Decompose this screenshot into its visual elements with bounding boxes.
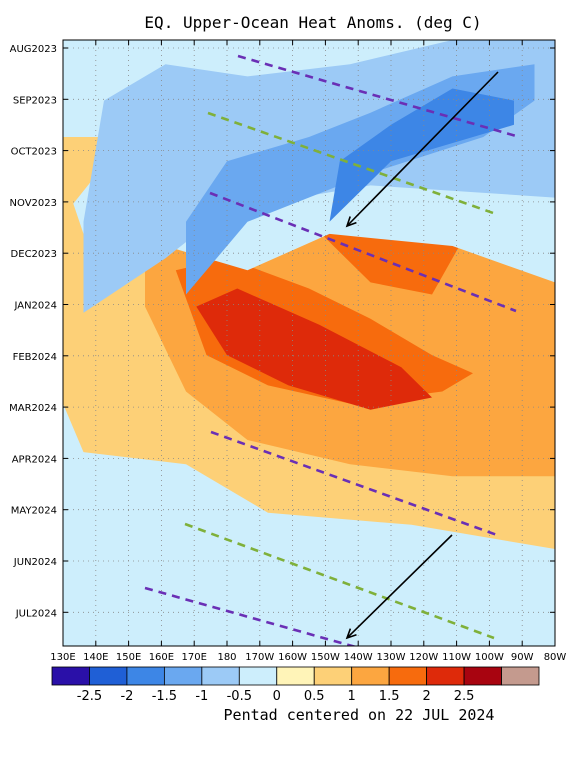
x-tick-label: 130E xyxy=(50,652,75,663)
colorbar-swatch xyxy=(89,666,128,686)
arrow-head xyxy=(345,628,357,640)
x-tick-label: 140E xyxy=(83,652,108,663)
colorbar-label: 1.5 xyxy=(379,689,400,704)
y-tick-label: OCT2023 xyxy=(11,147,57,158)
anomaly-field xyxy=(63,40,555,549)
x-tick-label: 100W xyxy=(475,652,504,663)
x-tick-label: 180 xyxy=(217,652,236,663)
colorbar-swatch xyxy=(388,666,428,686)
y-tick-label: SEP2023 xyxy=(13,95,57,106)
propagation-dashed-line xyxy=(207,111,497,216)
colorbar-swatch xyxy=(426,666,465,686)
y-tick-label: APR2024 xyxy=(12,454,57,465)
propagation-lines xyxy=(144,54,517,646)
y-tick-label: DEC2023 xyxy=(11,249,57,260)
colorbar-swatch xyxy=(313,666,353,686)
plot-frame xyxy=(62,39,556,647)
arrow-head xyxy=(345,216,357,228)
y-tick-label: FEB2024 xyxy=(13,352,57,363)
x-tick-label: 160W xyxy=(278,652,307,663)
x-tick-label: 170E xyxy=(181,652,206,663)
x-tick-label: 90W xyxy=(511,652,534,663)
x-tick-label: 110W xyxy=(442,652,471,663)
x-axis: 130E 140E 150E 160E 170E 180 170W 160W 150W 140W 1… xyxy=(50,40,566,663)
colorbar-swatch xyxy=(276,666,315,686)
y-tick-label: AUG2023 xyxy=(10,44,57,55)
anomaly-region xyxy=(196,288,432,410)
x-tick-label: 170W xyxy=(245,652,274,663)
propagation-arrow xyxy=(346,71,499,227)
x-tick-label: 80W xyxy=(544,652,567,663)
colorbar-swatch xyxy=(501,666,540,686)
colorbar-label: 1 xyxy=(348,689,356,704)
propagation-arrow xyxy=(346,534,453,639)
x-tick-label: 150E xyxy=(116,652,141,663)
colorbar-label: -2.5 xyxy=(77,689,102,704)
colorbar-label: -1 xyxy=(195,689,208,704)
y-tick-label: JUN2024 xyxy=(13,557,57,568)
colorbar-label: -0.5 xyxy=(227,689,252,704)
chart-title: EQ. Upper-Ocean Heat Anoms. (deg C) xyxy=(144,13,481,32)
x-tick-label: 140W xyxy=(344,652,373,663)
colorbar-label: 0 xyxy=(273,689,281,704)
x-tick-label: 160E xyxy=(149,652,174,663)
plot-area xyxy=(62,39,556,647)
x-tick-label: 130W xyxy=(377,652,406,663)
colorbar-label: 2.5 xyxy=(454,689,475,704)
x-tick-label: 150W xyxy=(311,652,340,663)
propagation-dashed-line xyxy=(210,430,498,537)
colorbar-label: -2 xyxy=(120,689,133,704)
colorbar-label: -1.5 xyxy=(152,689,177,704)
y-tick-label: NOV2023 xyxy=(10,198,57,209)
colorbar-swatch xyxy=(51,666,90,686)
colorbar: -2.5 -2 -1.5 -1 -0.5 0 0.5 1 1.5 2 2.5 xyxy=(51,666,540,704)
colorbar-label: 2 xyxy=(422,689,430,704)
colorbar-label: 0.5 xyxy=(304,689,325,704)
grid-lines xyxy=(63,40,555,646)
y-axis: AUG2023 SEP2023 OCT2023 NOV2023 DEC2023 JAN20… xyxy=(9,44,555,619)
pentad-footer: Pentad centered on 22 JUL 2024 xyxy=(224,706,495,724)
colorbar-swatch xyxy=(163,666,203,686)
propagation-dashed-line xyxy=(237,54,517,138)
colorbar-swatch xyxy=(238,666,278,686)
y-tick-label: JUL2024 xyxy=(15,608,57,619)
y-tick-label: MAY2024 xyxy=(11,506,57,517)
colorbar-swatch xyxy=(201,666,240,686)
colorbar-swatch xyxy=(351,666,390,686)
x-tick-label: 120W xyxy=(409,652,438,663)
y-tick-label: JAN2024 xyxy=(13,301,57,312)
colorbar-swatch xyxy=(126,666,165,686)
propagation-dashed-line xyxy=(209,191,517,313)
y-tick-label: MAR2024 xyxy=(9,403,57,414)
colorbar-swatch xyxy=(463,666,502,686)
propagation-dashed-line xyxy=(144,586,357,646)
